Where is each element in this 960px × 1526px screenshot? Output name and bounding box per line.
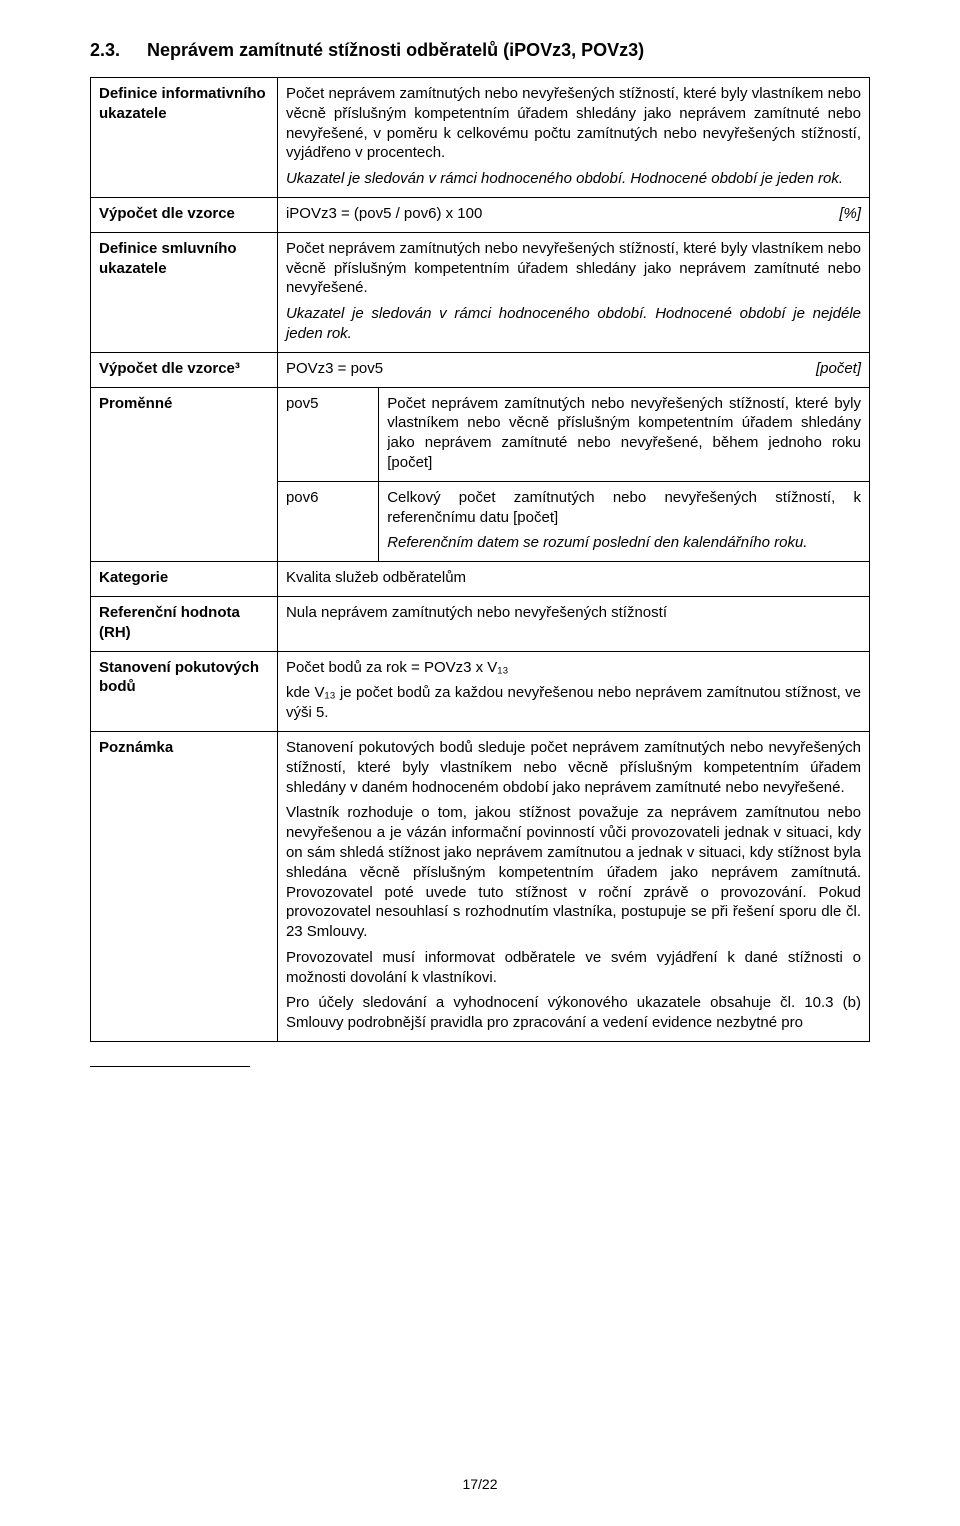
table-row: Výpočet dle vzorce³ POVz3 = pov5 [počet] (91, 352, 870, 387)
paragraph: Ukazatel je sledován v rámci hodnoceného… (286, 169, 861, 189)
table-row: Poznámka Stanovení pokutových bodů sledu… (91, 731, 870, 1041)
table-row: Výpočet dle vzorce iPOVz3 = (pov5 / pov6… (91, 197, 870, 232)
paragraph: Stanovení pokutových bodů sleduje počet … (286, 738, 861, 797)
footnote-separator (90, 1066, 250, 1067)
paragraph: Vlastník rozhoduje o tom, jakou stížnost… (286, 803, 861, 942)
definition-table: Definice informativního ukazatele Počet … (90, 77, 870, 1042)
variable-name: pov6 (277, 481, 378, 561)
paragraph: Počet neprávem zamítnutých nebo nevyřeše… (286, 84, 861, 163)
paragraph: Počet neprávem zamítnutých nebo nevyřeše… (387, 395, 861, 471)
row-content: POVz3 = pov5 [počet] (277, 352, 869, 387)
row-content: Počet neprávem zamítnutých nebo nevyřeše… (277, 78, 869, 198)
row-label: Proměnné (91, 387, 278, 562)
paragraph: Celkový počet zamítnutých nebo nevyřešen… (387, 488, 861, 528)
row-label: Stanovení pokutových bodů (91, 651, 278, 731)
paragraph: kde V₁₃ je počet bodů za každou nevyřeše… (286, 683, 861, 723)
paragraph: Referenčním datem se rozumí poslední den… (387, 533, 861, 553)
document-page: 2.3. Neprávem zamítnuté stížnosti odběra… (0, 0, 960, 1526)
table-row: Stanovení pokutových bodů Počet bodů za … (91, 651, 870, 731)
formula: iPOVz3 = (pov5 / pov6) x 100 (286, 204, 482, 224)
row-label: Kategorie (91, 562, 278, 597)
row-content: iPOVz3 = (pov5 / pov6) x 100 [%] (277, 197, 869, 232)
row-content: Stanovení pokutových bodů sleduje počet … (277, 731, 869, 1041)
row-content: Nula neprávem zamítnutých nebo nevyřešen… (277, 596, 869, 651)
variable-desc: Celkový počet zamítnutých nebo nevyřešen… (379, 481, 870, 561)
section-heading: 2.3. Neprávem zamítnuté stížnosti odběra… (90, 40, 870, 61)
row-content: Počet bodů za rok = POVz3 x V₁₃ kde V₁₃ … (277, 651, 869, 731)
row-label: Definice smluvního ukazatele (91, 232, 278, 352)
row-content: Kvalita služeb odběratelům (277, 562, 869, 597)
row-label: Referenční hodnota (RH) (91, 596, 278, 651)
row-label: Výpočet dle vzorce (91, 197, 278, 232)
row-label: Poznámka (91, 731, 278, 1041)
heading-title: Neprávem zamítnuté stížnosti odběratelů … (147, 40, 644, 60)
variable-name: pov5 (277, 387, 378, 481)
paragraph: Pro účely sledování a vyhodnocení výkono… (286, 993, 861, 1033)
paragraph: Provozovatel musí informovat odběratele … (286, 948, 861, 988)
table-row: Kategorie Kvalita služeb odběratelům (91, 562, 870, 597)
table-row: Definice smluvního ukazatele Počet neprá… (91, 232, 870, 352)
row-label: Výpočet dle vzorce³ (91, 352, 278, 387)
paragraph: Počet bodů za rok = POVz3 x V₁₃ (286, 658, 861, 678)
unit: [%] (839, 204, 861, 224)
table-row: Proměnné pov5 Počet neprávem zamítnutých… (91, 387, 870, 481)
variable-desc: Počet neprávem zamítnutých nebo nevyřeše… (379, 387, 870, 481)
row-label: Definice informativního ukazatele (91, 78, 278, 198)
table-row: Definice informativního ukazatele Počet … (91, 78, 870, 198)
row-content: Počet neprávem zamítnutých nebo nevyřeše… (277, 232, 869, 352)
paragraph: Ukazatel je sledován v rámci hodnoceného… (286, 304, 861, 344)
table-row: Referenční hodnota (RH) Nula neprávem za… (91, 596, 870, 651)
heading-number: 2.3. (90, 40, 142, 61)
paragraph: Počet neprávem zamítnutých nebo nevyřeše… (286, 239, 861, 298)
formula: POVz3 = pov5 (286, 359, 383, 379)
page-number: 17/22 (0, 1476, 960, 1492)
unit: [počet] (816, 359, 861, 379)
